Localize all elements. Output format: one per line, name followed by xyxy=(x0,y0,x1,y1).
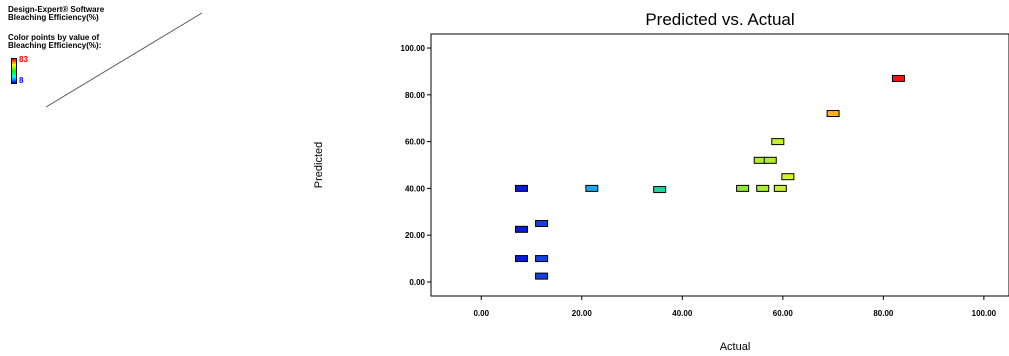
legend: Design-Expert® Software Bleaching Effici… xyxy=(8,6,218,116)
y-tick-label: 80.00 xyxy=(405,91,426,100)
x-tick-label: 40.00 xyxy=(672,309,693,318)
chart-title: Predicted vs. Actual xyxy=(645,10,794,29)
data-point xyxy=(535,272,549,280)
data-point xyxy=(826,110,840,118)
data-point xyxy=(514,184,528,192)
y-axis: 0.00 20.00 40.00 60.00 80.00 100.00 xyxy=(401,44,431,287)
x-axis: 0.00 20.00 40.00 60.00 80.00 100.00 xyxy=(473,296,997,318)
color-by-label-line1: Color points by value of xyxy=(8,33,100,42)
data-point xyxy=(763,156,777,164)
x-tick-label: 20.00 xyxy=(572,309,593,318)
color-scale-bar xyxy=(11,58,17,84)
data-point xyxy=(891,74,905,82)
y-tick-label: 40.00 xyxy=(405,184,426,193)
data-point xyxy=(736,184,750,192)
color-by-label-line2: Bleaching Efficiency(%): xyxy=(8,41,102,50)
data-point xyxy=(781,173,795,181)
y-tick-label: 20.00 xyxy=(405,231,426,240)
legend-diagonal-line xyxy=(45,12,203,108)
x-tick-label: 80.00 xyxy=(873,309,894,318)
x-tick-label: 60.00 xyxy=(773,309,794,318)
data-point xyxy=(535,255,549,263)
data-point xyxy=(653,186,667,194)
data-point xyxy=(756,184,770,192)
data-point xyxy=(514,255,528,263)
x-tick-label: 100.00 xyxy=(972,309,997,318)
y-tick-label: 0.00 xyxy=(409,278,425,287)
x-tick-label: 0.00 xyxy=(473,309,489,318)
y-axis-label: Predicted xyxy=(313,142,325,188)
data-point xyxy=(773,184,787,192)
color-scale-max-label: 83 xyxy=(19,55,28,64)
data-point xyxy=(514,225,528,233)
data-point xyxy=(771,138,785,146)
x-axis-label: Actual xyxy=(720,341,751,353)
software-label: Design-Expert® Software xyxy=(8,5,105,14)
response-label: Bleaching Efficiency(%) xyxy=(8,13,99,22)
y-tick-label: 60.00 xyxy=(405,138,426,147)
data-point xyxy=(535,219,549,227)
y-tick-label: 100.00 xyxy=(401,44,426,53)
data-point xyxy=(585,184,599,192)
plot-frame xyxy=(430,33,1009,297)
color-scale-min-label: 8 xyxy=(19,76,24,85)
data-points xyxy=(514,74,905,280)
